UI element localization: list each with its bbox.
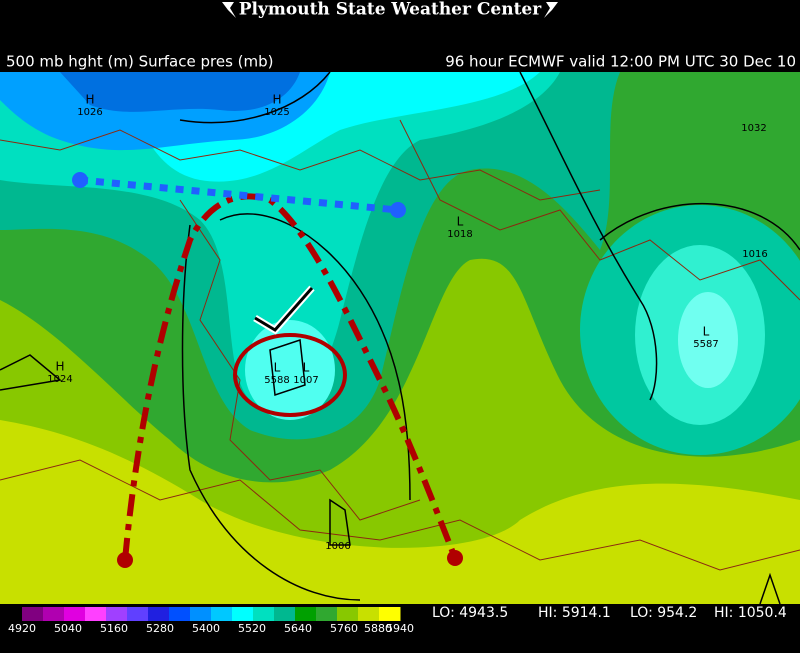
pressure-value: 1006: [325, 541, 350, 552]
pressure-value: 1026: [77, 107, 102, 118]
color-swatch: [148, 607, 170, 621]
color-swatch: [337, 607, 359, 621]
color-swatch: [295, 607, 317, 621]
pressure-value: 1016: [742, 249, 767, 260]
pressure-symbol: L: [274, 361, 281, 375]
stat: HI: 1050.4: [714, 605, 787, 621]
color-swatch: [274, 607, 296, 621]
pressure-value: 5588: [264, 375, 289, 386]
pressure-symbol: L: [457, 215, 464, 229]
color-swatch: [106, 607, 128, 621]
logo-right: [544, 2, 558, 18]
colorbar-label: 5040: [54, 622, 82, 635]
stat: LO: 4943.5: [432, 605, 508, 621]
pressure-symbol: H: [272, 93, 281, 107]
stat: HI: 5914.1: [538, 605, 611, 621]
pressure-value: 1018: [447, 229, 472, 240]
pressure-value: 1025: [264, 107, 289, 118]
colorbar-label: 5520: [238, 622, 266, 635]
colorbar-label: 4920: [8, 622, 36, 635]
colorbar-label: 5400: [192, 622, 220, 635]
color-swatch: [127, 607, 149, 621]
pressure-symbol: L: [303, 361, 310, 375]
pressure-value: 1032: [741, 123, 766, 134]
logo-left: [222, 2, 236, 18]
color-swatch: [253, 607, 275, 621]
right-caption: 96 hour ECMWF valid 12:00 PM UTC 30 Dec …: [445, 53, 796, 71]
stats: LO: 4943.5 HI: 5914.1 LO: 954.2 HI: 1050.4: [432, 605, 787, 621]
color-swatch: [43, 607, 65, 621]
color-swatch: [232, 607, 254, 621]
color-swatch: [190, 607, 212, 621]
pressure-symbol: L: [703, 325, 710, 339]
map: H1026H10251032L10181016L5587H1024L5588L1…: [0, 72, 800, 604]
colorbar-label: 5940: [386, 622, 414, 635]
color-swatch: [211, 607, 233, 621]
pressure-value: 5587: [693, 339, 718, 350]
color-swatch: [64, 607, 86, 621]
colorbar-label: 5760: [330, 622, 358, 635]
colorbar-label: 5160: [100, 622, 128, 635]
title: Plymouth State Weather Center: [239, 0, 542, 20]
colorbar-label: 5640: [284, 622, 312, 635]
stat: LO: 954.2: [630, 605, 697, 621]
color-swatch: [22, 607, 44, 621]
left-caption: 500 mb hght (m) Surface pres (mb): [6, 53, 274, 71]
color-swatch: [85, 607, 107, 621]
pressure-symbol: H: [85, 93, 94, 107]
colorbar-label: 5280: [146, 622, 174, 635]
pressure-value: 1007: [293, 375, 318, 386]
color-swatch: [316, 607, 338, 621]
color-swatch: [379, 607, 401, 621]
colorbar-label: 5880: [364, 622, 392, 635]
pressure-symbol: H: [55, 360, 64, 374]
pressure-value: 1024: [47, 374, 72, 385]
color-swatch: [169, 607, 191, 621]
color-swatch: [358, 607, 380, 621]
